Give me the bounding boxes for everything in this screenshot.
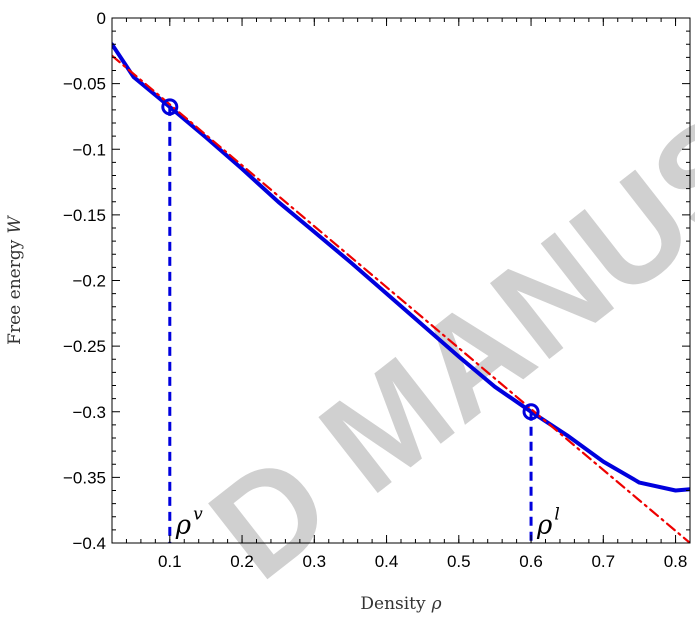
y-tick-label: −0.05	[63, 75, 106, 94]
watermark: D MANUSC	[182, 20, 695, 608]
x-tick-label: 0.1	[158, 552, 182, 571]
y-tick-label: −0.25	[63, 337, 106, 356]
x-tick-label: 0.2	[230, 552, 254, 571]
y-tick-label: −0.15	[63, 206, 106, 225]
x-tick-label: 0.8	[664, 552, 688, 571]
y-tick-label: −0.4	[72, 534, 106, 553]
coexistence-marker-0	[161, 98, 179, 116]
x-tick-label: 0.3	[302, 552, 326, 571]
x-axis-title: Density ρ	[360, 594, 441, 614]
coexistence-marker-1	[522, 403, 540, 421]
x-tick-label: 0.4	[375, 552, 399, 571]
y-tick-label: 0	[97, 9, 106, 28]
y-tick-label: −0.1	[72, 140, 106, 159]
x-tick-label: 0.7	[591, 552, 615, 571]
x-tick-label: 0.5	[447, 552, 471, 571]
y-tick-label: −0.3	[72, 403, 106, 422]
x-tick-label: 0.6	[519, 552, 543, 571]
y-axis-title: Free energyW	[5, 215, 25, 345]
y-tick-label: −0.2	[72, 272, 106, 291]
free-energy-curve	[112, 42, 690, 493]
common-tangent-line	[112, 54, 690, 543]
y-tick-label: −0.35	[63, 468, 106, 487]
